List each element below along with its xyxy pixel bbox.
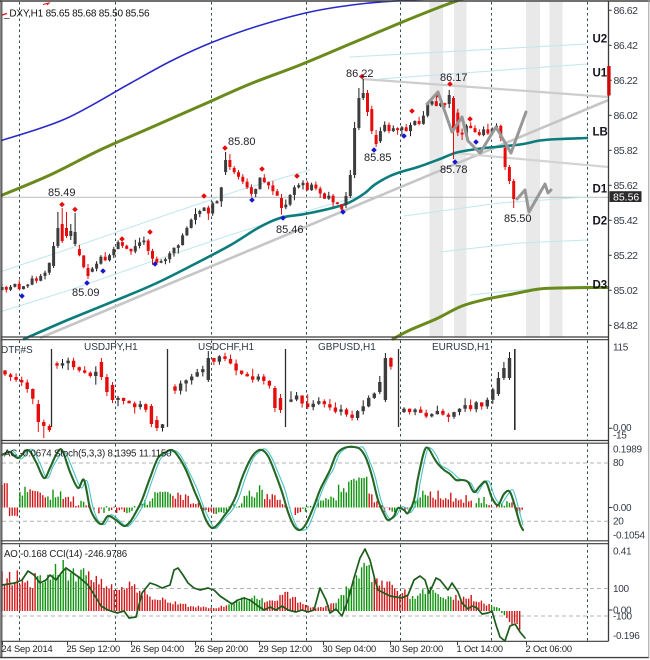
svg-text:24 Sep 2014: 24 Sep 2014 — [2, 644, 53, 654]
svg-text:85.09: 85.09 — [72, 287, 100, 299]
svg-text:115: 115 — [613, 343, 629, 354]
svg-text:85.22: 85.22 — [614, 250, 639, 262]
svg-text:80: 80 — [613, 458, 624, 469]
svg-text:86.22: 86.22 — [614, 75, 639, 87]
svg-text:2 Oct 06:00: 2 Oct 06:00 — [526, 644, 572, 654]
svg-text:85.50: 85.50 — [504, 213, 532, 225]
svg-text:U2: U2 — [593, 33, 608, 45]
svg-text:-0.196: -0.196 — [613, 631, 640, 642]
svg-text:0.1989: 0.1989 — [613, 445, 643, 456]
svg-text:85.62: 85.62 — [614, 180, 639, 192]
svg-text:0.00: 0.00 — [613, 606, 632, 617]
svg-text:USDCHF,H1: USDCHF,H1 — [198, 342, 255, 353]
svg-text:100: 100 — [613, 584, 630, 595]
svg-text:29 Sep 12:00: 29 Sep 12:00 — [259, 644, 313, 654]
svg-text:-100: -100 — [613, 612, 633, 623]
svg-text:85.49: 85.49 — [48, 187, 76, 199]
svg-text:25 Sep 12:00: 25 Sep 12:00 — [67, 644, 121, 654]
svg-text:85.80: 85.80 — [228, 136, 256, 148]
svg-text:AC -0.0674 Stoch(5,3,3) 8.139: AC -0.0674 Stoch(5,3,3) 8.1395 11.1150 — [4, 449, 172, 460]
svg-text:EURUSD,H1: EURUSD,H1 — [432, 342, 490, 353]
svg-text:-0.1054: -0.1054 — [613, 531, 646, 542]
svg-text:GBPUSD,H1: GBPUSD,H1 — [318, 342, 376, 353]
svg-text:D3: D3 — [593, 279, 608, 291]
svg-text:30 Sep 20:00: 30 Sep 20:00 — [390, 644, 444, 654]
svg-text:-15: -15 — [613, 431, 627, 442]
svg-text:AO -0.168 CCI(14) -246.9786: AO -0.168 CCI(14) -246.9786 — [4, 549, 127, 560]
svg-text:85.82: 85.82 — [614, 145, 639, 157]
svg-text:26 Sep 04:00: 26 Sep 04:00 — [131, 644, 185, 654]
svg-text:86.62: 86.62 — [614, 5, 639, 17]
svg-text:85.46: 85.46 — [276, 224, 304, 236]
svg-text:1 Oct 14:00: 1 Oct 14:00 — [457, 644, 503, 654]
svg-text:USDJPY,H1: USDJPY,H1 — [84, 342, 138, 353]
svg-text:D2: D2 — [593, 215, 608, 227]
svg-text:0,00: 0,00 — [613, 423, 632, 434]
svg-text:0.00: 0.00 — [613, 503, 632, 514]
svg-text:86.17: 86.17 — [440, 72, 468, 84]
svg-text:20: 20 — [613, 517, 624, 528]
svg-text:85.78: 85.78 — [440, 164, 468, 176]
svg-text:D1: D1 — [593, 183, 608, 195]
svg-text:85.42: 85.42 — [614, 215, 639, 227]
svg-text:86.42: 86.42 — [614, 40, 639, 52]
svg-text:30 Sep 04:00: 30 Sep 04:00 — [323, 644, 377, 654]
svg-text:U1: U1 — [593, 67, 608, 79]
svg-text:DTF#S: DTF#S — [1, 345, 33, 356]
svg-text:85.02: 85.02 — [614, 285, 639, 297]
svg-text:0.41: 0.41 — [613, 547, 632, 558]
svg-text:_DXY,H1 85.65 85.68 85.50 85.: _DXY,H1 85.65 85.68 85.50 85.56 — [3, 9, 150, 20]
svg-text:84.82: 84.82 — [614, 320, 639, 332]
svg-text:86.22: 86.22 — [346, 68, 374, 80]
svg-text:LB: LB — [593, 126, 608, 138]
svg-text:86.02: 86.02 — [614, 110, 639, 122]
svg-text:85.85: 85.85 — [364, 152, 392, 164]
svg-text:26 Sep 20:00: 26 Sep 20:00 — [195, 644, 249, 654]
svg-text:85.56: 85.56 — [613, 191, 639, 203]
